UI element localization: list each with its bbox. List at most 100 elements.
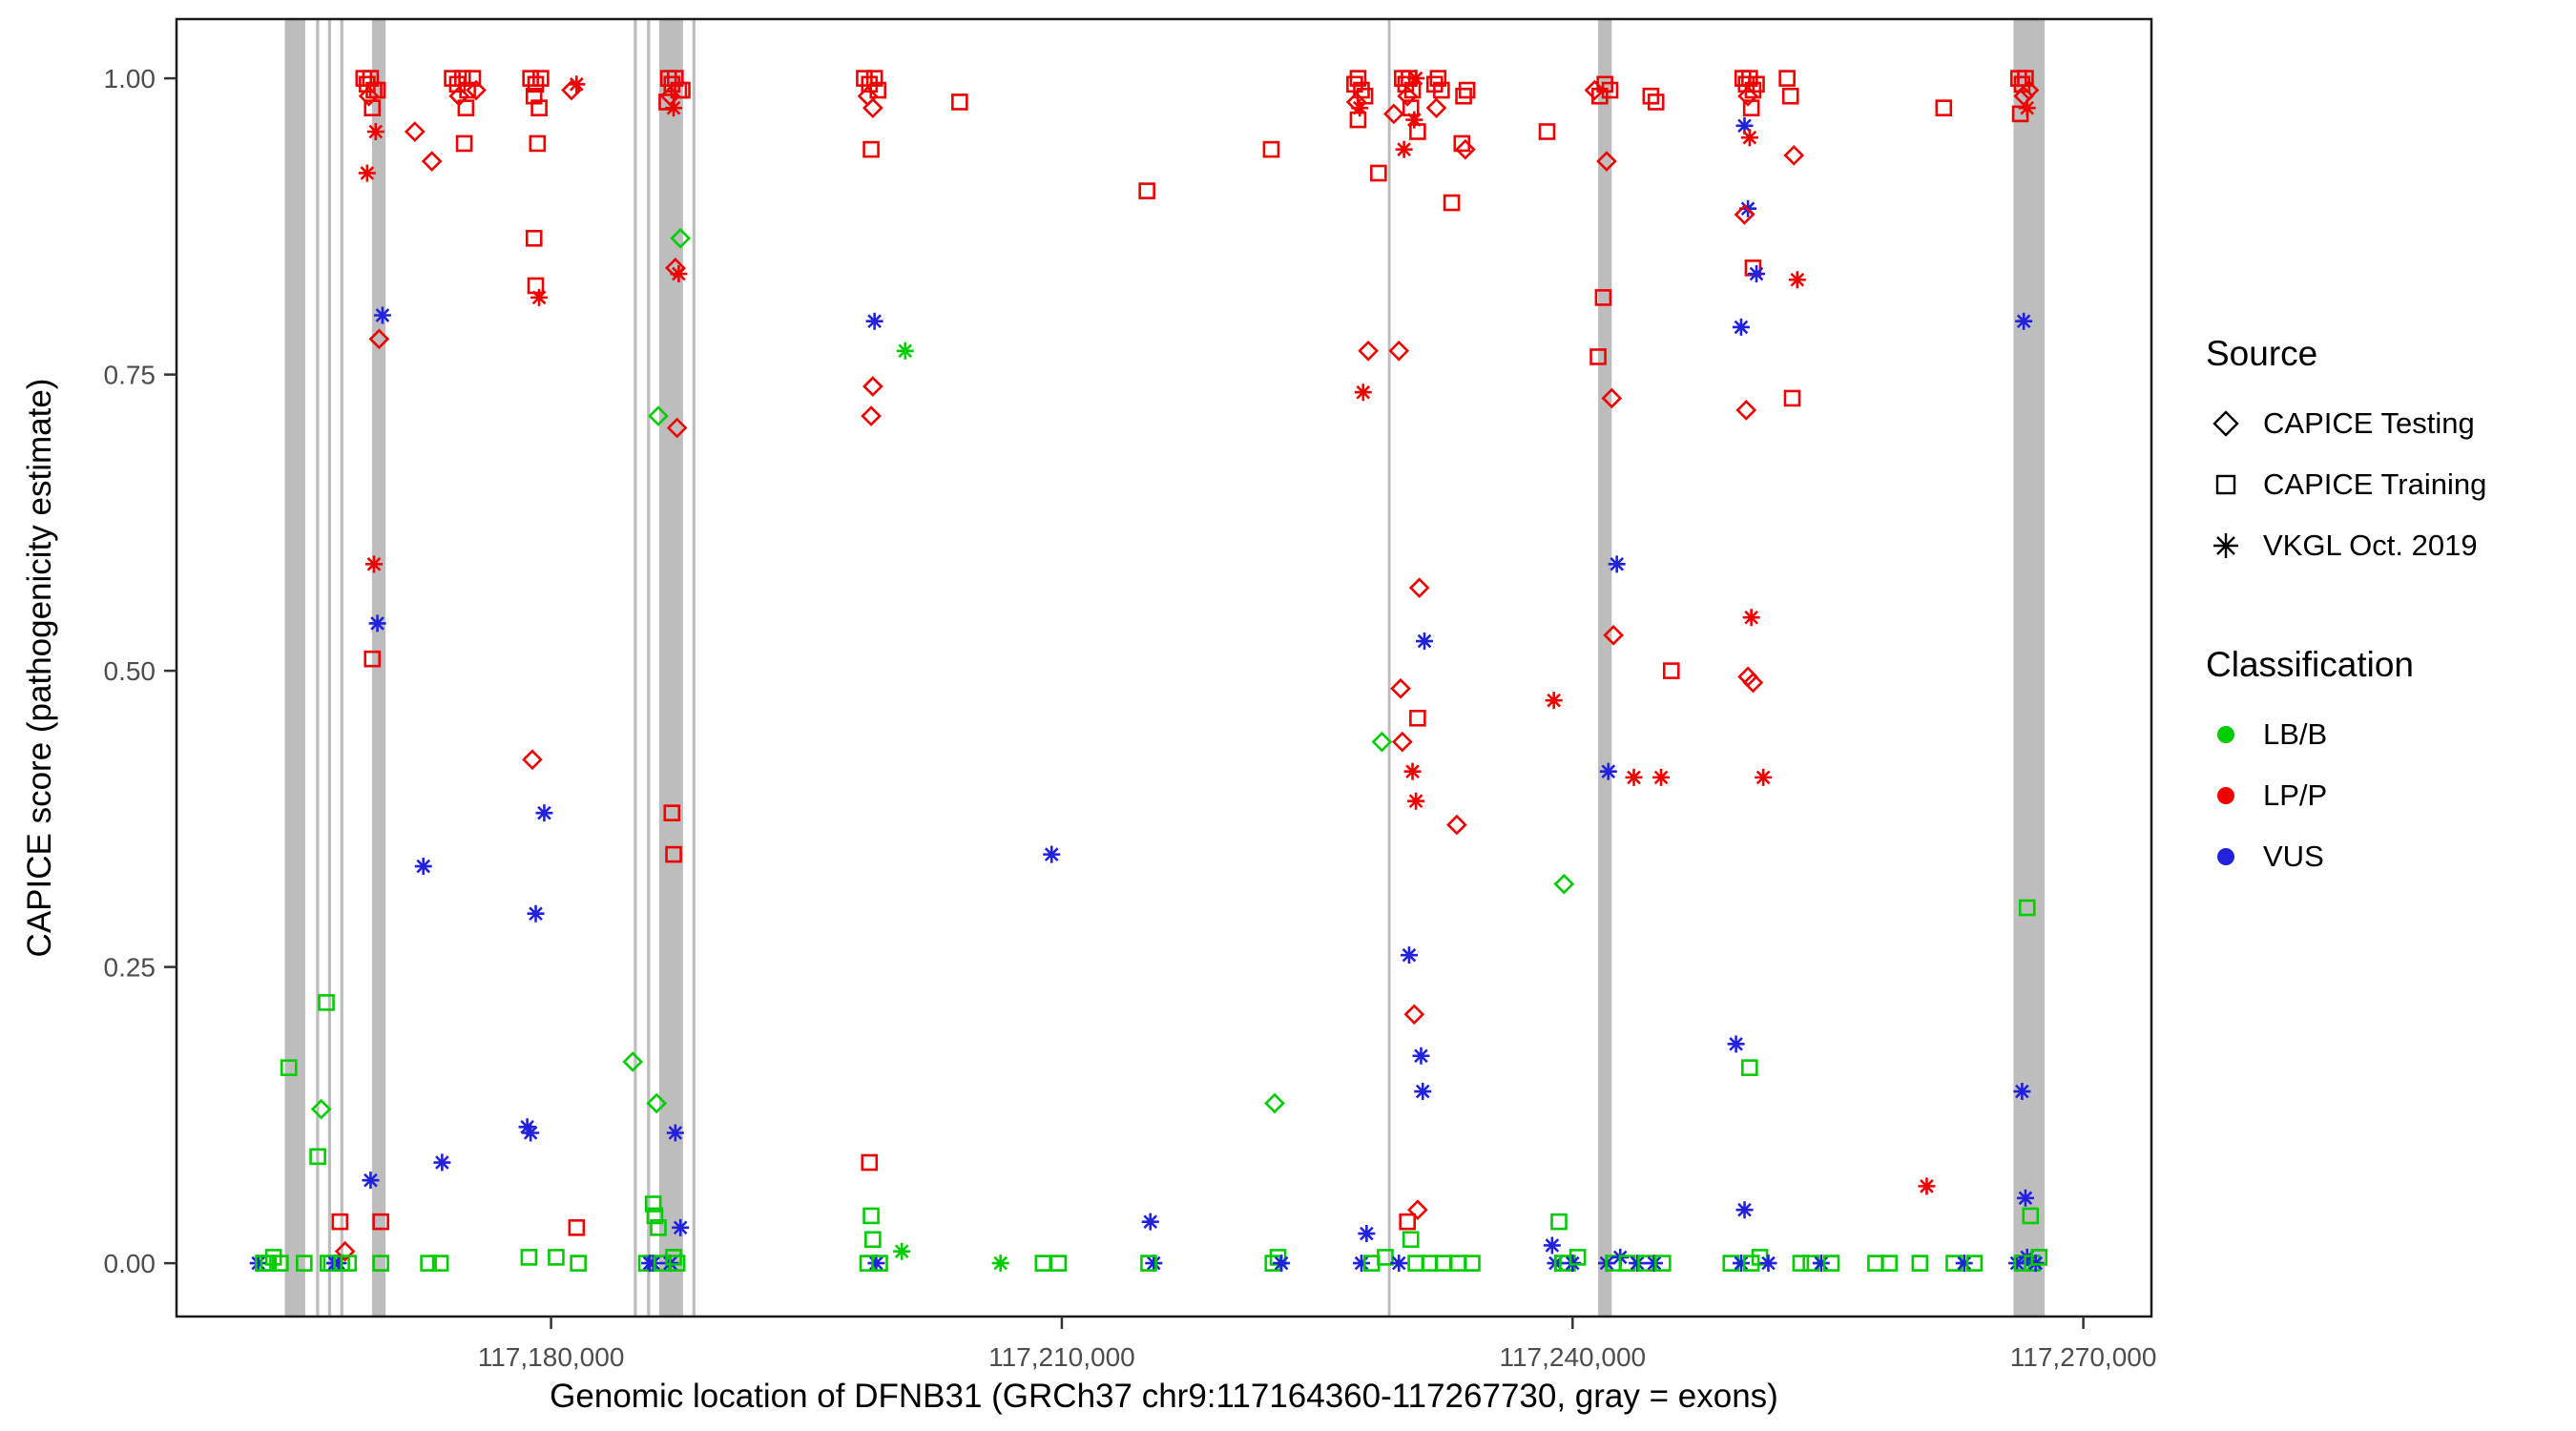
data-point-diamond <box>1742 672 1764 694</box>
data-point-asterisk <box>1358 1225 1376 1243</box>
data-point-square <box>1654 1255 1672 1272</box>
data-point-square <box>1429 70 1447 87</box>
data-point-square <box>431 1255 449 1272</box>
data-point-square <box>527 277 545 295</box>
data-point-square <box>658 93 675 111</box>
data-point-asterisk <box>672 1218 690 1236</box>
data-point-diamond <box>1371 731 1393 753</box>
data-point-square <box>665 845 682 863</box>
data-point-square <box>871 1255 888 1272</box>
data-point-square <box>1409 709 1426 727</box>
data-point-diamond <box>622 1051 644 1072</box>
x-axis-title: Genomic location of DFNB31 (GRCh37 chr9:… <box>550 1378 1778 1415</box>
data-point-square <box>318 994 335 1011</box>
data-point-square <box>1935 99 1953 116</box>
data-point-asterisk <box>522 1124 540 1142</box>
data-point-square <box>1781 87 1799 105</box>
data-point-square <box>532 70 550 87</box>
data-point-diamond <box>666 417 688 439</box>
data-point-diamond <box>1783 144 1805 166</box>
y-axis-tick-label: 0.25 <box>104 953 156 983</box>
data-point-diamond <box>1408 577 1430 599</box>
data-point-diamond <box>1446 814 1467 836</box>
y-axis-tick-label: 0.75 <box>104 361 156 390</box>
exon-band <box>371 19 386 1317</box>
data-point-asterisk <box>867 1255 885 1273</box>
data-point-square <box>1911 1255 1929 1272</box>
panel-border <box>175 17 2153 1318</box>
data-point-diamond <box>1425 97 1447 118</box>
data-point-asterisk <box>1732 318 1750 336</box>
y-axis-tick-label: 0.00 <box>104 1249 156 1278</box>
data-point-asterisk <box>2015 312 2033 330</box>
data-point-asterisk <box>1918 1177 1936 1195</box>
exon-band <box>327 19 332 1317</box>
data-point-diamond <box>1584 79 1606 101</box>
data-point-diamond <box>1601 387 1623 409</box>
data-point-square <box>862 1207 880 1225</box>
asterisk-icon <box>2213 533 2238 558</box>
data-point-diamond <box>862 97 883 118</box>
data-point-diamond <box>861 405 882 426</box>
data-point-asterisk <box>1400 946 1418 964</box>
data-point-square <box>1822 1255 1840 1272</box>
data-point-diamond <box>1388 340 1410 362</box>
data-point-diamond <box>1603 625 1624 646</box>
data-point-asterisk <box>991 1255 1009 1273</box>
legend-item-label: VUS <box>2263 840 2324 873</box>
data-point-diamond <box>310 1098 332 1120</box>
data-point-asterisk <box>1407 70 1425 88</box>
data-point-square <box>364 650 382 668</box>
data-point-square <box>1458 81 1476 99</box>
data-point-square <box>2030 1249 2048 1266</box>
data-point-asterisk <box>1735 116 1754 135</box>
data-point-square <box>1783 389 1801 407</box>
data-point-diamond <box>1734 204 1755 225</box>
data-point-square <box>1138 182 1155 199</box>
legend-item-label: VKGL Oct. 2019 <box>2263 529 2478 562</box>
x-axis-tick-label: 117,270,000 <box>2010 1342 2157 1372</box>
data-point-square <box>548 1249 565 1266</box>
data-point-asterisk <box>896 342 914 360</box>
data-point-asterisk <box>1759 1255 1777 1273</box>
square-icon <box>2215 474 2236 495</box>
legend-item-label: CAPICE Testing <box>2263 406 2475 440</box>
data-point-square <box>1538 123 1556 140</box>
data-point-square <box>862 140 880 158</box>
legend-item-vus: VUS <box>2206 826 2486 887</box>
data-point-square <box>1778 70 1796 87</box>
data-point-diamond <box>1455 138 1476 160</box>
legend-classification-title: Classification <box>2206 645 2414 684</box>
data-point-square <box>331 1213 349 1231</box>
data-point-square <box>420 1255 437 1272</box>
data-point-diamond <box>1553 873 1575 895</box>
data-point-diamond <box>648 405 669 426</box>
data-point-square <box>1742 99 1760 116</box>
data-point-square <box>2022 1207 2040 1225</box>
data-point-asterisk <box>1625 768 1643 786</box>
data-point-diamond <box>1358 340 1379 362</box>
exon-band <box>1598 19 1612 1317</box>
data-point-asterisk <box>1416 633 1434 651</box>
data-point-diamond <box>1264 1092 1285 1114</box>
data-point-asterisk <box>1145 1255 1163 1273</box>
y-axis-tick-label: 0.50 <box>104 656 156 686</box>
data-point-square <box>1349 111 1367 129</box>
data-point-asterisk <box>2013 1083 2031 1101</box>
data-point-square <box>1407 1255 1424 1272</box>
data-point-square <box>1399 1213 1416 1231</box>
data-point-asterisk <box>1543 1236 1561 1255</box>
data-point-asterisk <box>2016 1189 2034 1207</box>
x-axis-tick-label: 117,240,000 <box>1499 1342 1646 1372</box>
data-point-square <box>529 135 547 153</box>
data-point-asterisk <box>518 1118 536 1136</box>
exon-band <box>284 19 305 1317</box>
data-point-diamond <box>1397 85 1419 107</box>
data-point-diamond <box>522 749 543 771</box>
data-point-asterisk <box>568 75 586 93</box>
data-point-diamond <box>1735 400 1757 421</box>
data-point-square <box>525 229 543 247</box>
x-axis-tick-label: 117,210,000 <box>988 1342 1135 1372</box>
data-point-asterisk <box>1788 271 1806 289</box>
data-point-square <box>1662 662 1680 679</box>
